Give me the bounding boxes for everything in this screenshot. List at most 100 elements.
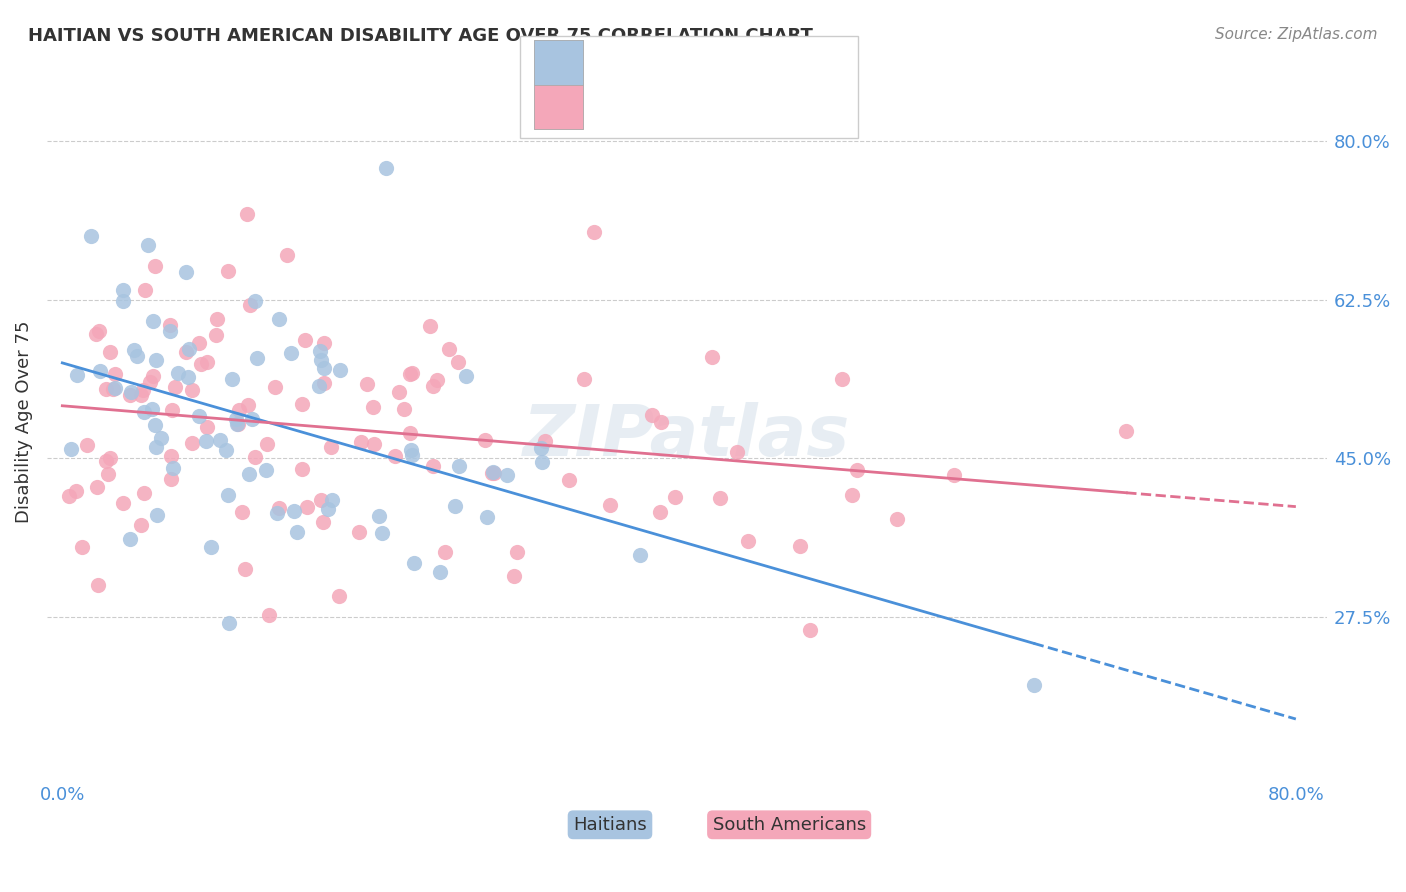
- Point: [446, 354, 468, 368]
- Point: [401, 448, 423, 462]
- Point: [238, 467, 260, 481]
- Point: [314, 360, 336, 375]
- Point: [194, 434, 217, 448]
- Point: [65, 484, 87, 499]
- Point: [831, 372, 853, 386]
- Point: [702, 350, 724, 364]
- Point: [309, 343, 332, 358]
- Point: [401, 442, 423, 457]
- Point: [349, 434, 371, 449]
- Point: [209, 433, 232, 447]
- Point: [789, 539, 811, 553]
- Text: R = -0.262    N =  70: R = -0.262 N = 70: [595, 48, 841, 68]
- Point: [349, 524, 371, 539]
- Point: [98, 345, 121, 359]
- Point: [496, 467, 519, 482]
- Point: [179, 342, 201, 356]
- Point: [103, 368, 125, 382]
- Point: [79, 229, 101, 244]
- Point: [269, 500, 291, 515]
- Point: [475, 510, 498, 524]
- Point: [96, 382, 118, 396]
- Point: [188, 336, 211, 351]
- Point: [361, 400, 384, 414]
- Point: [329, 363, 352, 377]
- Point: [245, 450, 267, 464]
- Point: [599, 498, 621, 512]
- Point: [226, 417, 249, 431]
- Point: [534, 434, 557, 448]
- Point: [239, 298, 262, 312]
- Point: [136, 237, 159, 252]
- Point: [87, 577, 110, 591]
- Point: [236, 398, 259, 412]
- Point: [176, 369, 198, 384]
- Point: [312, 516, 335, 530]
- Point: [474, 434, 496, 448]
- Text: Source: ZipAtlas.com: Source: ZipAtlas.com: [1215, 27, 1378, 42]
- Text: Haitians: Haitians: [574, 816, 647, 834]
- Point: [283, 504, 305, 518]
- Point: [180, 383, 202, 397]
- Point: [269, 311, 291, 326]
- Point: [628, 548, 651, 562]
- Point: [200, 541, 222, 555]
- Point: [217, 488, 239, 502]
- Point: [120, 384, 142, 399]
- Point: [122, 343, 145, 358]
- Point: [280, 345, 302, 359]
- Point: [384, 449, 406, 463]
- Point: [422, 378, 444, 392]
- Point: [159, 325, 181, 339]
- Point: [319, 440, 342, 454]
- Point: [309, 353, 332, 368]
- Point: [295, 500, 318, 514]
- Point: [97, 467, 120, 481]
- Point: [311, 493, 333, 508]
- Point: [392, 402, 415, 417]
- Point: [146, 508, 169, 522]
- Point: [314, 335, 336, 350]
- Point: [120, 532, 142, 546]
- Point: [132, 405, 155, 419]
- Point: [159, 318, 181, 332]
- Point: [401, 367, 423, 381]
- Point: [737, 534, 759, 549]
- Point: [709, 491, 731, 506]
- Point: [145, 352, 167, 367]
- Point: [190, 357, 212, 371]
- Point: [1022, 678, 1045, 692]
- Point: [266, 507, 288, 521]
- Point: [650, 416, 672, 430]
- Point: [66, 368, 89, 382]
- Point: [482, 465, 505, 479]
- Point: [841, 488, 863, 502]
- Point: [160, 403, 183, 417]
- Point: [285, 524, 308, 539]
- Point: [138, 375, 160, 389]
- Y-axis label: Disability Age Over 75: Disability Age Over 75: [15, 320, 32, 524]
- Point: [426, 373, 449, 387]
- Point: [531, 455, 554, 469]
- Point: [163, 380, 186, 394]
- Point: [388, 385, 411, 400]
- Point: [291, 461, 314, 475]
- Point: [321, 492, 343, 507]
- Point: [257, 607, 280, 622]
- Point: [215, 443, 238, 458]
- Point: [162, 461, 184, 475]
- Point: [160, 449, 183, 463]
- Point: [145, 441, 167, 455]
- Point: [506, 544, 529, 558]
- Point: [530, 442, 553, 456]
- Point: [58, 489, 80, 503]
- Point: [398, 425, 420, 440]
- Point: [225, 417, 247, 431]
- Point: [89, 324, 111, 338]
- Point: [664, 490, 686, 504]
- Point: [101, 383, 124, 397]
- Point: [444, 499, 467, 513]
- Point: [502, 569, 524, 583]
- Point: [132, 383, 155, 397]
- Point: [429, 565, 451, 579]
